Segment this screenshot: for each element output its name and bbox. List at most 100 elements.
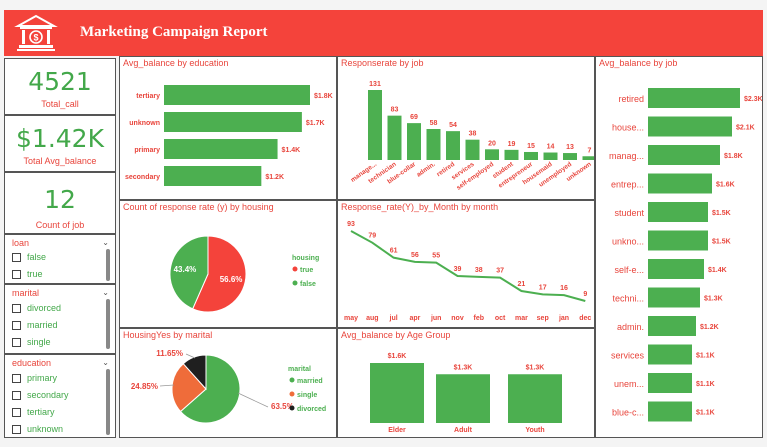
panel-response-by-month[interactable]: Response_rate(Y)_by_Month by month 93 may…: [337, 200, 595, 328]
slicer-loan: loan ⌄ false true: [4, 234, 116, 284]
slicer-option[interactable]: married: [12, 320, 58, 330]
category-label: manag...: [609, 151, 644, 161]
data-label: $1.4K: [282, 147, 301, 154]
checkbox-icon[interactable]: [12, 320, 21, 330]
chevron-down-icon[interactable]: ⌄: [102, 288, 109, 297]
slicer-option[interactable]: false: [12, 252, 46, 262]
bar: [648, 344, 692, 365]
data-label: 9: [583, 291, 587, 298]
scrollbar[interactable]: [106, 369, 110, 435]
data-label: 39: [454, 266, 462, 273]
data-label: 93: [347, 221, 355, 228]
panel-title: Response_rate(Y)_by_Month by month: [341, 202, 499, 212]
data-label: 37: [496, 268, 504, 275]
panel-balance-by-job[interactable]: Avg_balance by job retired $2.3K house... $…: [595, 56, 763, 438]
slicer-option[interactable]: primary: [12, 373, 57, 383]
category-label: unknown: [129, 120, 160, 127]
kpi-label: Count of job: [35, 220, 85, 230]
checkbox-icon[interactable]: [12, 407, 21, 417]
legend-marker: [289, 405, 295, 411]
bar: [648, 173, 712, 194]
category-label: student: [614, 208, 644, 218]
slice-label: 56.6%: [220, 275, 243, 284]
data-label: 38: [475, 267, 483, 274]
panel-title: Responserate by job: [341, 58, 424, 68]
data-label: $1.1K: [696, 381, 715, 388]
data-label: $2.1K: [736, 125, 755, 132]
slicer-title: marital: [12, 288, 40, 298]
data-label: 61: [390, 248, 398, 255]
bar: [648, 373, 692, 393]
checkbox-icon[interactable]: [12, 303, 21, 313]
slicer-option[interactable]: true: [12, 269, 43, 279]
data-label: $1.6K: [716, 182, 735, 189]
pie-slice-false: [169, 235, 209, 310]
kpi-value: 4521: [28, 67, 92, 96]
bar: [426, 129, 441, 160]
bar: [648, 202, 708, 222]
slice-label: 11.65%: [156, 349, 183, 358]
data-label: $1.1K: [696, 353, 715, 360]
panel-response-by-housing[interactable]: Count of response rate (y) by housing 56…: [119, 200, 337, 328]
data-label: 56: [411, 252, 419, 259]
panel-title: Avg_balance by Age Group: [341, 330, 451, 340]
slicer-option[interactable]: secondary: [12, 390, 69, 400]
category-label: self-e...: [614, 265, 644, 275]
bar: [387, 115, 402, 160]
data-label: $1.1K: [696, 410, 715, 417]
category-label: unkno...: [612, 237, 644, 247]
category-label: unem...: [614, 379, 644, 389]
data-label: $1.2K: [265, 174, 284, 181]
legend-item: single: [297, 392, 317, 399]
leader-line: [159, 384, 175, 387]
data-label: 131: [369, 81, 381, 88]
bar: [648, 316, 696, 336]
legend-item: false: [300, 281, 316, 288]
housing-pie-chart: 56.6% 43.4% housing true false: [169, 235, 319, 313]
category-label: admin.: [617, 322, 644, 332]
slicer-option[interactable]: divorced: [12, 303, 61, 313]
bar: [370, 363, 424, 423]
data-label: 20: [488, 140, 496, 147]
data-label: $1.4K: [708, 267, 727, 274]
kpi-label: Total Avg_balance: [23, 156, 97, 166]
slicer-option[interactable]: unknown: [12, 424, 63, 434]
data-label: 16: [560, 285, 568, 292]
bank-logo-icon: $: [14, 14, 58, 51]
response-job-bar-chart: 131manage...83technician69blue-collar58a…: [350, 81, 594, 192]
x-tick-label: dec: [579, 315, 591, 322]
legend-title: housing: [292, 255, 319, 262]
data-label: 69: [410, 114, 418, 121]
checkbox-icon[interactable]: [12, 373, 21, 383]
panel-title: HousingYes by marital: [123, 330, 213, 340]
scrollbar[interactable]: [106, 249, 110, 281]
slicer-option[interactable]: single: [12, 337, 51, 347]
pie-slice-true: [192, 235, 247, 313]
slicer-title: education: [12, 358, 52, 368]
panel-balance-by-age[interactable]: Avg_balance by Age Group $1.6K Elder $1.3K…: [337, 328, 595, 438]
panel-response-by-job[interactable]: Responserate by job 131 manage... 83 techni…: [337, 56, 595, 200]
marital-pie-chart: 63.5% 24.85% 11.65% marital married single div…: [131, 349, 326, 424]
checkbox-icon[interactable]: [12, 390, 21, 400]
bar: [648, 259, 704, 279]
panel-housingyes-by-marital[interactable]: HousingYes by marital 63.5% 24.85% 11.65% m…: [119, 328, 337, 438]
checkbox-icon[interactable]: [12, 269, 21, 279]
x-tick-label: apr: [409, 315, 420, 322]
scrollbar[interactable]: [106, 299, 110, 349]
bar: [563, 153, 577, 160]
checkbox-icon[interactable]: [12, 337, 21, 347]
chevron-down-icon[interactable]: ⌄: [102, 238, 109, 247]
checkbox-icon[interactable]: [12, 424, 21, 434]
x-tick-label: feb: [474, 315, 485, 322]
data-label: $1.2K: [700, 324, 719, 331]
bar: [465, 139, 480, 160]
pie-slice-single: [171, 363, 207, 413]
panel-balance-by-education[interactable]: Avg_balance by education tertiary $1.8K un…: [119, 56, 337, 200]
bar: [164, 112, 302, 132]
checkbox-icon[interactable]: [12, 252, 21, 262]
data-label: 58: [430, 120, 438, 127]
data-label: 15: [527, 143, 535, 150]
slicer-option[interactable]: tertiary: [12, 407, 55, 417]
bar: [164, 139, 278, 159]
chevron-down-icon[interactable]: ⌄: [102, 358, 109, 367]
